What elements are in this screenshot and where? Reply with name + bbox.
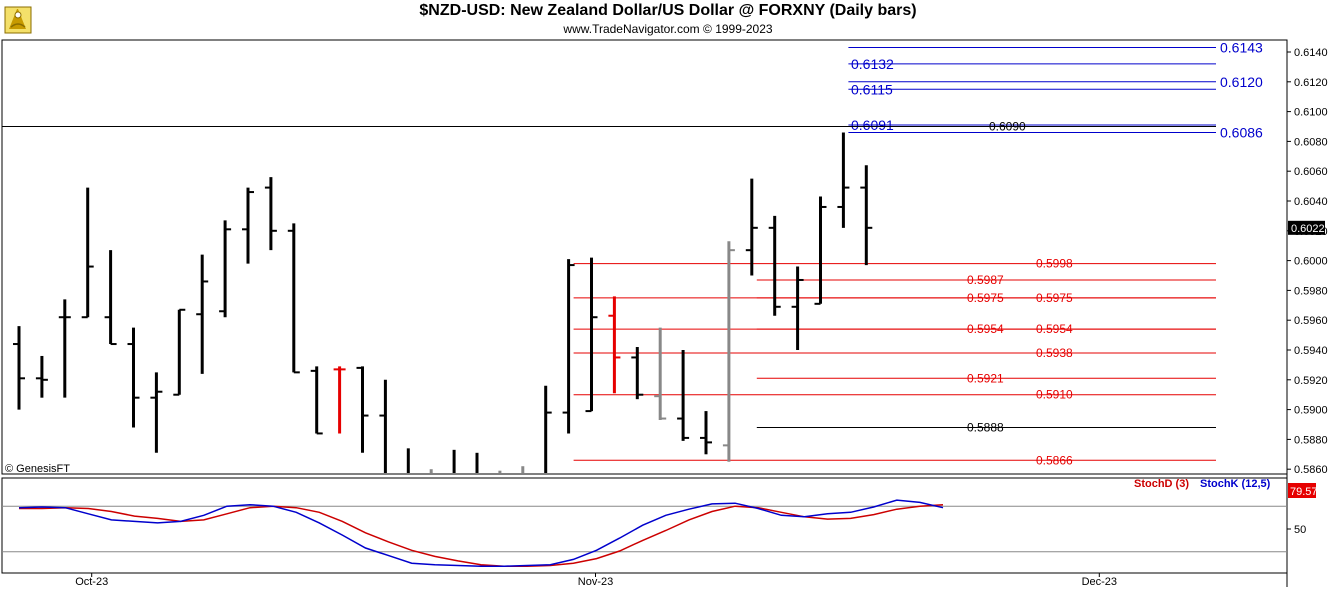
- level-label: 0.6143: [1220, 40, 1263, 56]
- level-label: 0.6090: [989, 120, 1026, 134]
- legend-stochd: StochD (3): [1134, 478, 1189, 490]
- x-tick-label: Dec-23: [1082, 576, 1117, 588]
- chart-subtitle: www.TradeNavigator.com © 1999-2023: [563, 22, 773, 36]
- price-tick-label: 0.6140: [1294, 47, 1328, 59]
- price-tick-label: 0.5860: [1294, 464, 1328, 476]
- level-label: 0.5910: [1036, 388, 1073, 402]
- price-tick-label: 0.5980: [1294, 285, 1328, 297]
- level-label: 0.5866: [1036, 453, 1073, 467]
- price-tick-label: 0.5940: [1294, 345, 1328, 357]
- watermark-label: © GenesisFT: [5, 463, 70, 475]
- level-label: 0.5975: [967, 291, 1004, 305]
- level-label: 0.5921: [967, 371, 1004, 385]
- level-label: 0.6086: [1220, 124, 1263, 140]
- price-tick-label: 0.5900: [1294, 405, 1328, 417]
- oscillator-last-marker: [1288, 483, 1316, 498]
- price-tick-label: 0.6120: [1294, 77, 1328, 89]
- x-tick-label: Oct-23: [75, 576, 108, 588]
- legend-stochk: StochK (12,5): [1200, 478, 1271, 490]
- price-tick-label: 0.5880: [1294, 434, 1328, 446]
- level-label: 0.6132: [851, 56, 894, 72]
- x-tick-label: Nov-23: [578, 576, 613, 588]
- price-tick-label: 0.6080: [1294, 136, 1328, 148]
- last-price-label: 0.6022: [1291, 223, 1325, 235]
- level-label: 0.6120: [1220, 74, 1263, 90]
- chart-title: $NZD-USD: New Zealand Dollar/US Dollar @…: [419, 2, 917, 19]
- price-tick-label: 0.6000: [1294, 256, 1328, 268]
- price-panel-frame: [1, 39, 1288, 475]
- level-label: 0.5954: [967, 322, 1004, 336]
- trade-navigator-logo-icon: [3, 3, 33, 35]
- level-label: 0.5987: [967, 273, 1004, 287]
- oscillator-panel-frame: [1, 477, 1288, 574]
- price-tick-label: 0.5960: [1294, 315, 1328, 327]
- price-tick-label: 0.6060: [1294, 166, 1328, 178]
- oscillator-tick-label: 50: [1294, 524, 1306, 536]
- level-label: 0.5938: [1036, 346, 1073, 360]
- level-label: 0.5998: [1036, 257, 1073, 271]
- price-tick-label: 0.6100: [1294, 107, 1328, 119]
- price-tick-label: 0.6040: [1294, 196, 1328, 208]
- oscillator-line: [19, 503, 944, 567]
- level-label: 0.6115: [851, 81, 893, 97]
- level-label: 0.5888: [967, 420, 1004, 434]
- price-tick-label: 0.5920: [1294, 375, 1328, 387]
- oscillator-line: [18, 499, 944, 567]
- level-label: 0.6091: [851, 117, 894, 133]
- last-price-marker: [1288, 220, 1325, 235]
- oscillator-last-label: 79.57: [1290, 486, 1318, 498]
